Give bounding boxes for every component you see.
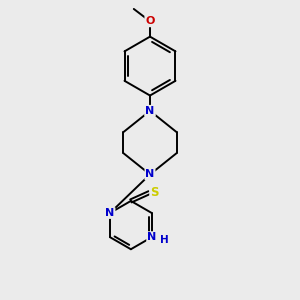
Text: H: H xyxy=(160,235,169,245)
Text: N: N xyxy=(147,232,156,242)
Text: N: N xyxy=(105,208,115,218)
Text: N: N xyxy=(146,169,154,179)
Text: N: N xyxy=(146,106,154,116)
Text: S: S xyxy=(150,186,159,199)
Text: N: N xyxy=(146,106,154,116)
Text: O: O xyxy=(145,16,155,26)
